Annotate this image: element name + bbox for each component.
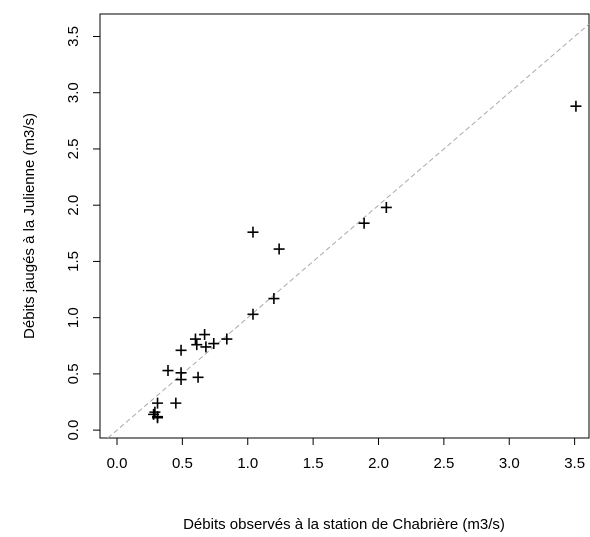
y-tick-label: 3.0	[65, 82, 82, 103]
point	[175, 374, 187, 386]
y-tick-label: 1.0	[65, 307, 82, 328]
point	[149, 406, 161, 418]
point	[152, 397, 164, 409]
point	[273, 243, 285, 255]
y-tick-label: 0.5	[65, 363, 82, 384]
x-tick-label: 2.0	[368, 455, 389, 472]
y-tick-label: 1.5	[65, 251, 82, 272]
plot-frame	[99, 13, 590, 439]
point	[268, 293, 280, 305]
x-tick-label: 3.5	[564, 455, 585, 472]
point	[192, 371, 204, 383]
y-axis-label: Débits jaugés à la Julienne (m3/s)	[21, 113, 38, 339]
point	[162, 365, 174, 377]
point	[199, 329, 211, 341]
y-tick-label: 3.5	[65, 26, 82, 47]
point	[247, 226, 259, 238]
point	[380, 201, 392, 213]
x-tick-label: 1.5	[303, 455, 324, 472]
x-tick-label: 1.0	[237, 455, 258, 472]
point	[570, 100, 582, 112]
point	[358, 217, 370, 229]
point	[175, 344, 187, 356]
point	[170, 397, 182, 409]
x-tick-label: 0.0	[107, 455, 128, 472]
y-tick-label: 0.0	[65, 420, 82, 441]
x-axis-label: Débits observés à la station de Chabrièr…	[183, 516, 505, 533]
x-tick-label: 2.5	[433, 455, 454, 472]
point	[152, 412, 164, 424]
point	[191, 339, 203, 351]
point	[189, 333, 201, 345]
y-tick-label: 2.5	[65, 139, 82, 160]
point	[247, 308, 259, 320]
x-tick-label: 0.5	[172, 455, 193, 472]
x-tick-label: 3.0	[499, 455, 520, 472]
y-tick-label: 2.0	[65, 195, 82, 216]
point	[221, 333, 233, 345]
identity-line	[107, 23, 590, 439]
point	[208, 338, 220, 350]
point	[200, 341, 212, 353]
